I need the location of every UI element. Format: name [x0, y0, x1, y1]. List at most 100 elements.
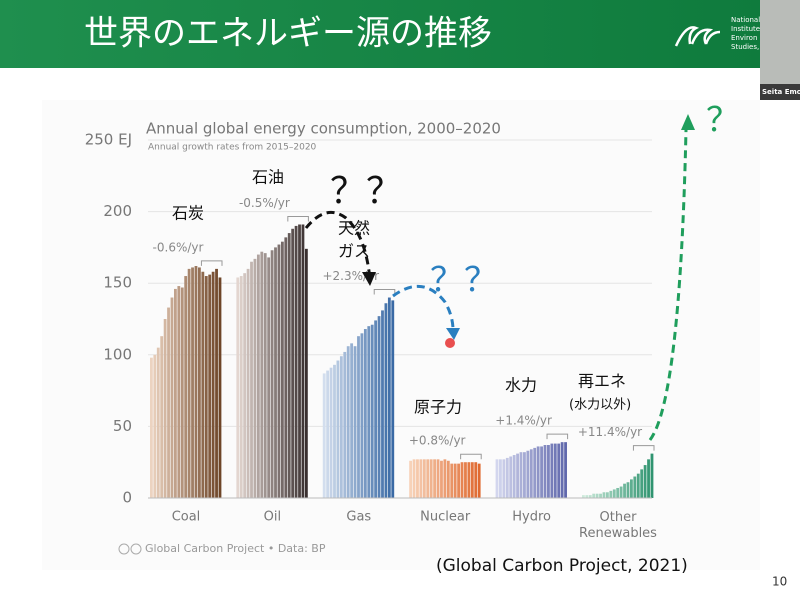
bar [167, 307, 170, 498]
logo-text: National [731, 16, 760, 24]
bar [647, 459, 650, 498]
bar [350, 343, 354, 498]
arrowhead [446, 328, 460, 340]
bar [443, 459, 447, 498]
bar [422, 459, 426, 498]
bar [270, 250, 274, 498]
bar [446, 460, 450, 498]
bar [260, 251, 264, 498]
rate-label: -0.5%/yr [239, 196, 290, 210]
bar [253, 258, 257, 498]
bar [387, 297, 391, 498]
bar [287, 233, 291, 498]
bar [643, 465, 647, 498]
bar [564, 442, 567, 498]
bar [509, 456, 513, 498]
y-tick-label: 150 [103, 274, 132, 292]
bar [502, 459, 506, 498]
bar [236, 277, 240, 498]
bar [180, 287, 184, 498]
jp-label: 石油 [252, 168, 284, 187]
bar [343, 351, 347, 498]
jp-label: 原子力 [414, 398, 462, 417]
source: Global Carbon Project • Data: BP [145, 542, 326, 555]
bar [370, 324, 374, 498]
bar [633, 476, 637, 498]
bar [495, 459, 499, 498]
bar [326, 370, 330, 498]
bar [619, 486, 623, 498]
bar [650, 453, 654, 498]
bar [630, 479, 633, 498]
bar [256, 254, 260, 498]
bar [412, 459, 416, 498]
bar [346, 346, 350, 498]
cc-icon [118, 543, 130, 555]
bar [523, 452, 526, 498]
bar [250, 261, 253, 498]
bar [450, 463, 454, 498]
webcam: Seita Emo [760, 0, 800, 100]
rate-bracket [373, 289, 396, 295]
bar [477, 463, 481, 498]
x-tick-label: Hydro [512, 510, 551, 525]
bar [612, 489, 616, 498]
bar [640, 469, 644, 498]
bar [360, 333, 364, 498]
question: ？？ [430, 261, 498, 301]
rate-label: +11.4%/yr [578, 425, 642, 439]
rate-bracket [632, 445, 655, 451]
bar [557, 443, 561, 498]
bar [353, 346, 357, 498]
chart-subtitle: Annual growth rates from 2015–2020 [148, 143, 317, 153]
bar [163, 319, 167, 498]
bar [201, 271, 205, 498]
chart-title: Annual global energy consumption, 2000–2… [146, 120, 501, 138]
bar [374, 320, 378, 498]
bar [208, 274, 212, 498]
bar [499, 459, 502, 498]
bar [529, 449, 533, 498]
bar [204, 276, 208, 498]
rate-bracket [287, 215, 309, 222]
bar [150, 357, 153, 498]
bar [440, 460, 443, 498]
bar [505, 457, 509, 498]
bar [616, 487, 620, 498]
y-tick-label: 200 [103, 202, 132, 220]
logo-text: Studies, [731, 43, 759, 51]
plot: 0 50 100 150 200 250 EJ -0.6%/yr Coal -0.5%/yr Oi… [85, 131, 657, 541]
bar [170, 297, 174, 498]
bar [280, 241, 284, 498]
logo-text: Institute [731, 25, 760, 33]
bar [536, 446, 540, 498]
rate-bracket [200, 260, 223, 266]
rate-label: -0.6%/yr [153, 240, 204, 254]
bar [464, 462, 467, 498]
y-tick-label: 0 [122, 489, 132, 507]
arrowhead [362, 272, 376, 286]
citation: (Global Carbon Project, 2021) [436, 556, 688, 576]
bar [636, 473, 640, 498]
y-tick-label: 250 EJ [85, 131, 132, 149]
bar [304, 248, 308, 498]
bar [194, 266, 198, 498]
bar [377, 316, 381, 498]
bar [357, 336, 360, 498]
bar [540, 446, 543, 498]
bar [623, 483, 626, 498]
x-tick-label: Coal [172, 510, 201, 525]
bar [609, 490, 613, 498]
rate-label: +1.4%/yr [495, 414, 552, 428]
bar [267, 257, 271, 498]
jp-label: 水力 [505, 376, 537, 395]
bar [239, 276, 243, 498]
bar [585, 495, 589, 498]
bar [416, 459, 419, 498]
page-number: 10 [772, 575, 787, 589]
arrowhead [681, 114, 695, 130]
bar [409, 460, 413, 498]
x-tick-label: Oil [264, 510, 281, 525]
bar [519, 452, 523, 498]
bar [592, 493, 596, 498]
